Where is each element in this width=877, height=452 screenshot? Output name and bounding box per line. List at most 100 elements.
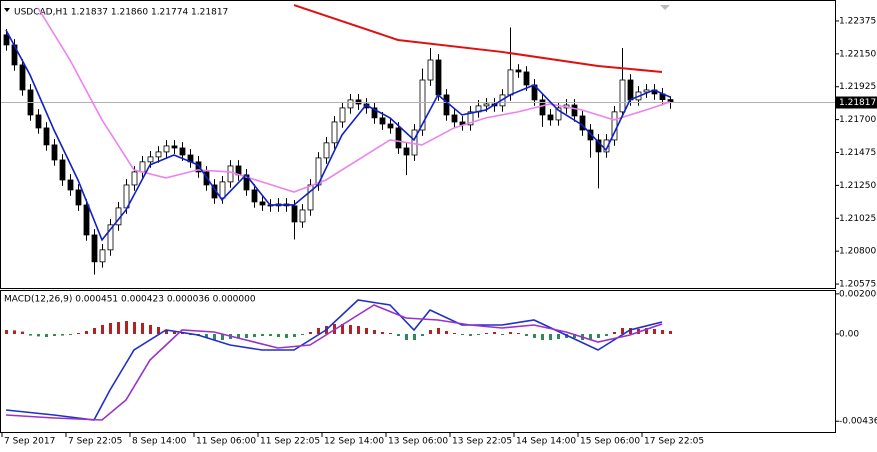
candle-body [419, 79, 426, 131]
candle-body [627, 79, 634, 101]
indicator-line [5, 304, 663, 421]
histogram-bar [237, 334, 240, 338]
candle-body [427, 59, 434, 81]
histogram-bar [53, 334, 56, 336]
candle-body [395, 127, 402, 149]
histogram-bar [133, 322, 136, 334]
candle-body [43, 127, 50, 146]
histogram-bar [37, 334, 40, 337]
histogram-bar [373, 330, 376, 334]
menu-arrow[interactable] [4, 8, 10, 12]
candle-body [555, 107, 562, 121]
current-price-box [836, 96, 877, 109]
histogram-bar [317, 328, 320, 334]
histogram-bar [93, 328, 96, 334]
histogram-bar [645, 328, 648, 334]
histogram-bar [397, 334, 400, 336]
candle-body [259, 201, 266, 206]
shift-marker[interactable] [660, 5, 670, 10]
histogram-bar [69, 334, 72, 335]
histogram-bar [181, 333, 184, 334]
histogram-bar [301, 334, 304, 335]
histogram-bar [253, 334, 256, 337]
histogram-bar [501, 334, 504, 335]
histogram-bar [285, 334, 288, 338]
y-tick-label: 1.21250 [839, 181, 876, 191]
x-tick-label: 17 Sep 22:05 [644, 437, 704, 447]
histogram-bar [557, 334, 560, 339]
candle-body [147, 156, 154, 163]
indicator-line [5, 299, 663, 421]
candle-body [539, 99, 546, 116]
y-tick-label: 1.21475 [839, 148, 876, 158]
candle-body [403, 147, 410, 156]
candle-body [451, 114, 458, 123]
candle-body [347, 99, 354, 109]
candle-body [75, 189, 82, 206]
candle-body [59, 159, 66, 181]
x-tick-label: 13 Sep 06:00 [388, 437, 448, 447]
histogram-bar [293, 334, 296, 337]
candle-body [163, 145, 170, 153]
candle-body [131, 171, 138, 186]
histogram-bar [429, 330, 432, 334]
candle-body [107, 224, 114, 251]
candle-body [51, 144, 58, 161]
macd-panel-frame [0, 290, 836, 433]
y-tick-label: 0.00 [839, 330, 859, 340]
histogram-bar [605, 334, 608, 336]
histogram-bar [309, 332, 312, 334]
candle-body [307, 184, 314, 211]
y-tick-label: 1.20575 [839, 280, 876, 290]
histogram-bar [445, 331, 448, 334]
candle-body [379, 117, 386, 125]
candle-body [443, 94, 450, 116]
y-tick-label: 1.21025 [839, 214, 876, 224]
candle-body [179, 147, 186, 156]
histogram-bar [477, 334, 480, 335]
histogram-bar [421, 334, 424, 336]
histogram-bar [157, 327, 160, 334]
candle-body [587, 129, 594, 141]
histogram-bar [381, 332, 384, 334]
candle-body [355, 99, 362, 105]
histogram-bar [621, 328, 624, 334]
histogram-bar [45, 334, 48, 337]
histogram-bar [117, 322, 120, 334]
x-tick-label: 7 Sep 2017 [4, 437, 55, 447]
histogram-bar [533, 334, 536, 338]
histogram-bar [453, 333, 456, 334]
histogram-bar [165, 330, 168, 334]
candle-body [619, 79, 626, 113]
histogram-bar [125, 321, 128, 334]
x-tick-label: 15 Sep 06:00 [580, 437, 640, 447]
candle-body [387, 123, 394, 129]
candle-body [99, 249, 106, 263]
histogram-bar [269, 334, 272, 336]
indicator-line [37, 7, 671, 193]
x-tick-label: 11 Sep 22:05 [260, 437, 320, 447]
histogram-bar [101, 325, 104, 334]
candle-body [571, 104, 578, 117]
main-panel-frame [0, 0, 836, 289]
histogram-bar [5, 330, 8, 334]
histogram-bar [21, 331, 24, 334]
candle-body [227, 165, 234, 183]
histogram-bar [13, 330, 16, 334]
candle-body [67, 179, 74, 191]
candle-body [467, 111, 474, 126]
x-tick-label: 7 Sep 22:05 [68, 437, 122, 447]
histogram-bar [597, 334, 600, 338]
x-tick-label: 13 Sep 22:05 [452, 437, 512, 447]
histogram-bar [173, 332, 176, 334]
histogram-bar [669, 331, 672, 334]
histogram-bar [629, 328, 632, 334]
histogram-bar [485, 333, 488, 334]
histogram-bar [357, 326, 360, 334]
histogram-bar [109, 323, 112, 334]
histogram-bar [461, 334, 464, 335]
histogram-bar [365, 328, 368, 334]
panel-title: MACD(12,26,9) 0.000451 0.000423 0.000036… [4, 295, 256, 305]
histogram-bar [469, 334, 472, 336]
